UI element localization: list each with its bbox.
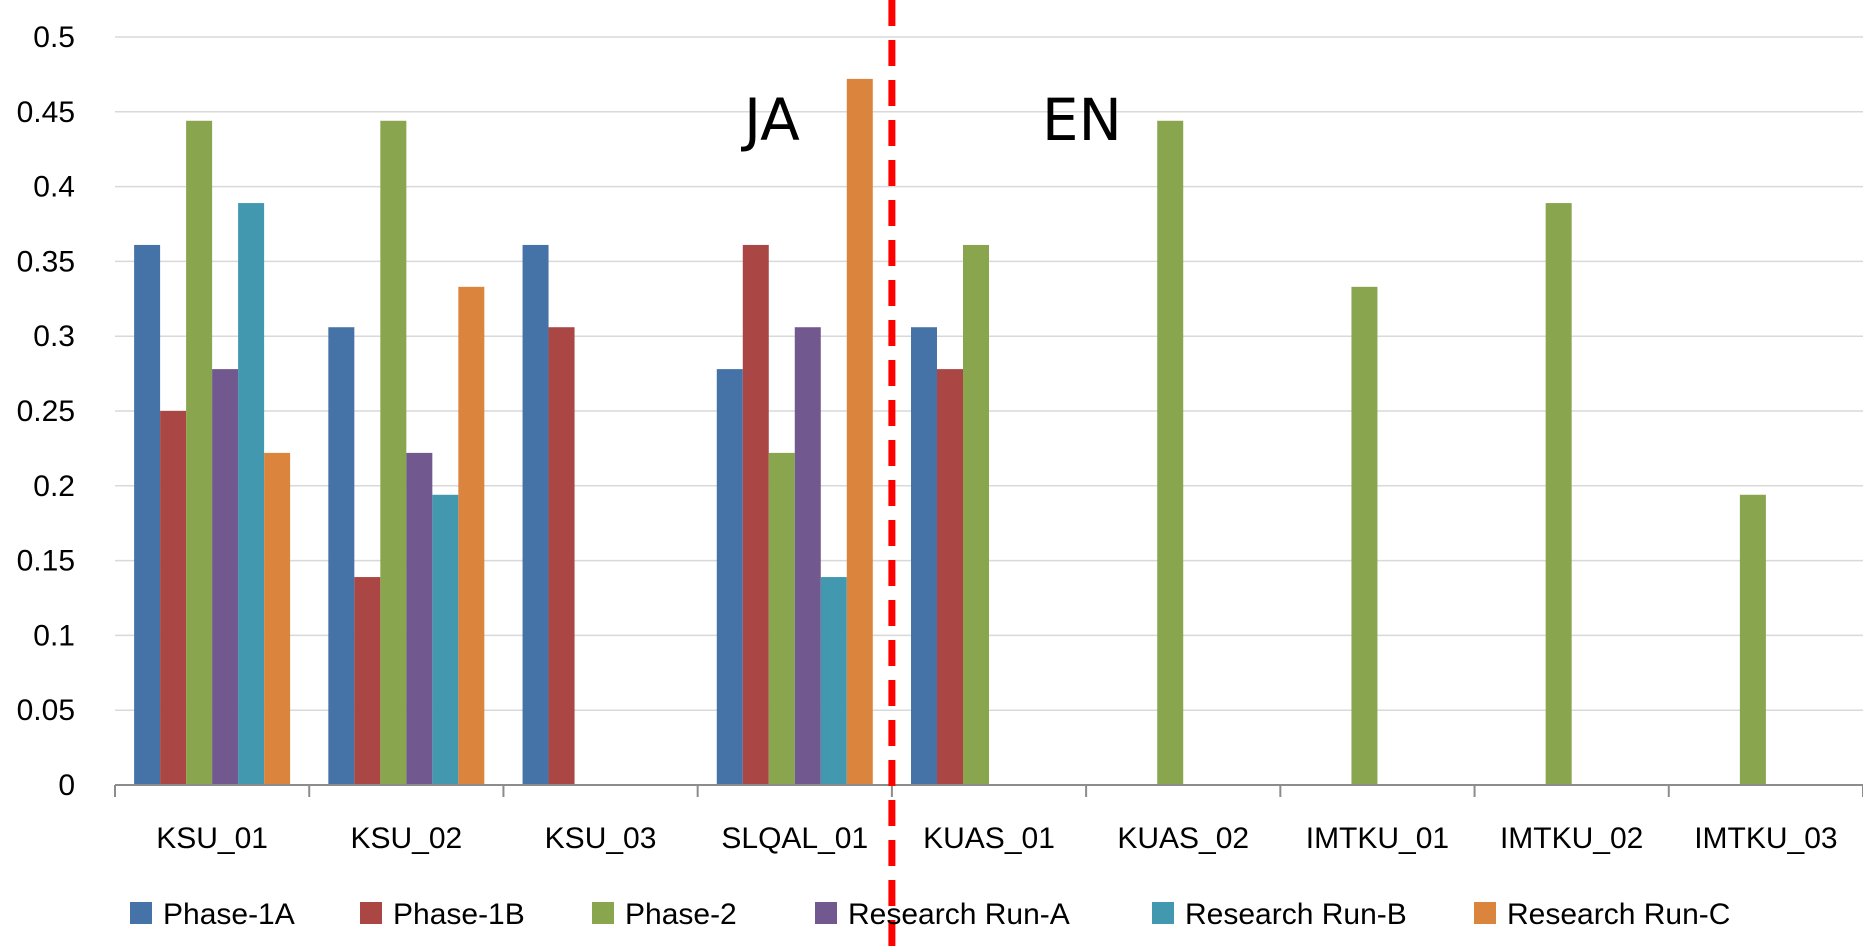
y-tick-label: 0.2 <box>33 470 75 503</box>
legend-swatch <box>130 902 152 924</box>
legend-item: Phase-2 <box>592 898 737 931</box>
category-label: IMTKU_03 <box>1694 822 1837 855</box>
y-tick-label: 0.45 <box>17 96 75 129</box>
category-label: IMTKU_02 <box>1500 822 1643 855</box>
bar <box>716 369 743 785</box>
legend-swatch <box>1474 902 1496 924</box>
bar <box>432 494 459 785</box>
bar <box>937 369 963 785</box>
region-label-ja: JA <box>741 86 800 154</box>
region-label-en: EN <box>1042 86 1122 154</box>
category-label: KSU_02 <box>350 822 462 855</box>
bar <box>354 577 381 785</box>
legend-swatch <box>360 902 382 924</box>
bar <box>238 203 265 785</box>
legend-label: Phase-1A <box>163 898 295 931</box>
bar <box>160 411 187 785</box>
category-label: KUAS_02 <box>1117 822 1249 855</box>
bar <box>1739 494 1766 785</box>
category-label: SLQAL_01 <box>721 822 868 855</box>
legend-swatch <box>1152 902 1174 924</box>
y-tick-label: 0.1 <box>33 619 75 652</box>
bar <box>963 244 989 786</box>
bar <box>1157 120 1184 785</box>
legend-item: Phase-1B <box>360 898 525 931</box>
bar <box>548 327 575 785</box>
y-tick-label: 0.4 <box>33 171 75 204</box>
bar <box>820 577 847 785</box>
bar <box>1351 286 1378 785</box>
y-tick-label: 0.15 <box>17 545 75 578</box>
bar <box>186 120 213 785</box>
bar <box>458 286 485 785</box>
bar <box>742 244 769 786</box>
axes <box>114 784 1863 797</box>
bar <box>522 244 549 786</box>
y-tick-label: 0.3 <box>33 320 75 353</box>
category-label: KSU_03 <box>545 822 657 855</box>
bar <box>768 452 795 785</box>
bar <box>328 327 355 785</box>
legend-item: Research Run-C <box>1474 898 1730 931</box>
annotations: JA EN <box>741 0 1122 946</box>
bar <box>380 120 407 785</box>
y-tick-label: 0.5 <box>33 21 75 54</box>
legend-swatch <box>592 902 614 924</box>
legend-label: Research Run-B <box>1185 898 1407 931</box>
legend-item: Phase-1A <box>130 898 295 931</box>
y-tick-labels: 0 0.05 0.1 0.15 0.2 0.25 0.3 0.35 0.4 0.45 0.5 <box>17 21 75 802</box>
bar <box>911 327 937 785</box>
bar <box>846 78 873 785</box>
category-label: KUAS_01 <box>923 822 1055 855</box>
y-tick-label: 0.25 <box>17 395 75 428</box>
bar <box>406 452 433 785</box>
legend-label: Research Run-A <box>848 898 1070 931</box>
y-tick-label: 0 <box>58 769 75 802</box>
legend: Phase-1A Phase-1B Phase-2 Research Run-A Res… <box>130 898 1730 931</box>
legend-label: Research Run-C <box>1507 898 1730 931</box>
y-tick-label: 0.05 <box>17 694 75 727</box>
category-label: KSU_01 <box>156 822 268 855</box>
legend-swatch <box>815 902 837 924</box>
bar <box>212 369 239 785</box>
category-label: IMTKU_01 <box>1306 822 1449 855</box>
bar <box>264 452 291 785</box>
y-tick-label: 0.35 <box>17 245 75 278</box>
category-labels: KSU_01 KSU_02 KSU_03 SLQAL_01 KUAS_01 KUAS_02… <box>156 822 1837 855</box>
bar <box>134 244 161 786</box>
bar <box>794 327 821 785</box>
bars <box>134 78 1766 786</box>
legend-item: Research Run-B <box>1152 898 1407 931</box>
bar <box>1545 203 1572 785</box>
legend-label: Phase-2 <box>625 898 737 931</box>
legend-item: Research Run-A <box>815 898 1070 931</box>
legend-label: Phase-1B <box>393 898 525 931</box>
